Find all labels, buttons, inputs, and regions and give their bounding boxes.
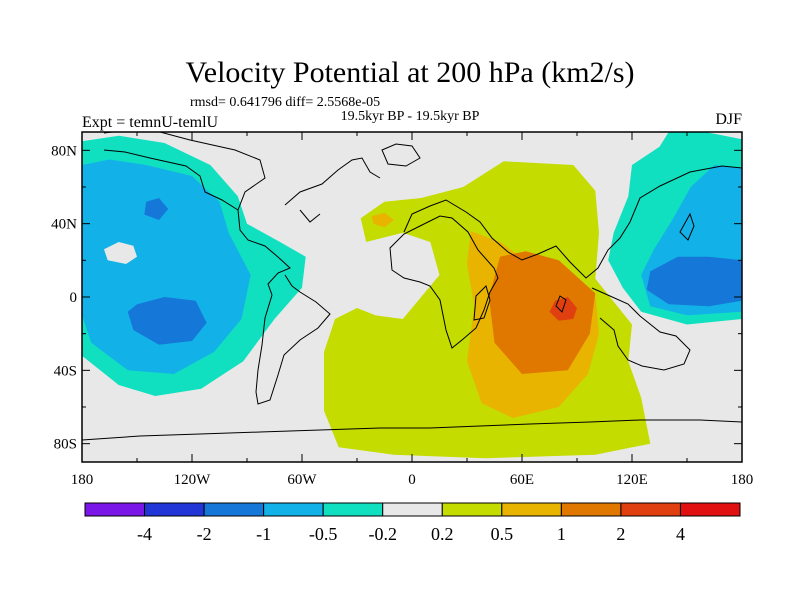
colorbar-label: 1: [557, 524, 566, 544]
coastlines: [82, 132, 742, 441]
colorbar-swatch: [679, 502, 741, 517]
colorbar-label: 4: [676, 524, 685, 544]
colorbar-label: 2: [616, 524, 625, 544]
contour-region-neg-east-pacific-inner: [127, 297, 207, 345]
y-tick-label: 80S: [54, 437, 77, 453]
colorbar-label: 0.5: [491, 524, 514, 544]
contour-region-neg-north-pacific-spot: [144, 198, 169, 220]
colorbar-swatch: [322, 502, 384, 517]
contour-region-pos-indian-ocean-core: [489, 251, 596, 374]
colorbar-label: 0.2: [431, 524, 454, 544]
y-tick-label: 80N: [51, 143, 77, 159]
x-tick-label: 180: [731, 472, 754, 488]
contour-region-neg-west-pacific-inner: [646, 256, 742, 307]
x-tick-label: 120E: [616, 472, 648, 488]
x-tick-label: 180: [71, 472, 94, 488]
colorbar-label: -1: [256, 524, 271, 544]
contour-fill-layer: [82, 132, 742, 459]
colorbar-swatch: [263, 502, 324, 517]
y-tick-label: 40N: [51, 217, 77, 233]
x-tick-label: 60W: [287, 472, 317, 488]
contour-region-neg-east-pacific-mid: [82, 159, 251, 374]
x-tick-label: 0: [408, 472, 416, 488]
colorbar-label: -0.5: [309, 524, 338, 544]
contour-region-weak-central-pacific-hole: [104, 242, 137, 264]
colorbar-swatch: [620, 502, 681, 517]
y-tick-label: 0: [70, 290, 78, 306]
colorbar-swatch: [144, 502, 205, 517]
colorbar-label: -4: [137, 524, 152, 544]
colorbar-swatch: [441, 502, 503, 517]
contour-region-pos-north-africa-spot: [371, 212, 394, 228]
colorbar-swatch: [501, 502, 562, 517]
x-tick-label: 60E: [510, 472, 534, 488]
colorbar-swatch: [203, 502, 265, 517]
season-label: DJF: [715, 111, 742, 128]
experiment-label: Expt = temnU-temlU: [82, 114, 219, 131]
colorbar-label: -2: [197, 524, 212, 544]
y-tick-label: 40S: [54, 363, 77, 379]
y-axis: 80N 40N 0 40S 80S: [51, 143, 742, 453]
chart-title: Velocity Potential at 200 hPa (km2/s): [185, 56, 634, 89]
stats-label: rmsd= 0.641796 diff= 2.5568e-05: [190, 95, 380, 110]
x-axis: 180 120W 60W 0 60E 120E 180: [71, 132, 754, 488]
colorbar-swatch: [382, 502, 443, 517]
colorbar-swatch: [560, 502, 622, 517]
colorbar: -4 -2 -1 -0.5 -0.2 0.2 0.5 1 2 4: [84, 502, 741, 544]
colorbar-swatch: [84, 502, 146, 517]
chart-subtitle: 19.5kyr BP - 19.5kyr BP: [341, 109, 480, 124]
x-tick-label: 120W: [174, 472, 212, 488]
colorbar-label: -0.2: [368, 524, 397, 544]
